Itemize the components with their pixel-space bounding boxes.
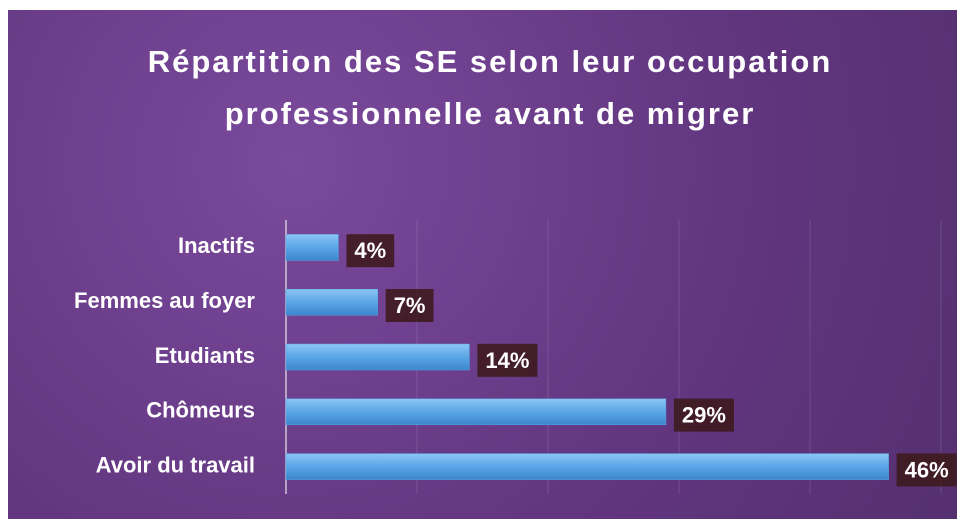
value-label-box: [385, 289, 434, 323]
bar: [285, 234, 339, 261]
value-label: 46%: [905, 457, 949, 482]
value-label: 29%: [682, 403, 726, 428]
bar: [285, 453, 889, 480]
y-tick-label: Avoir du travail: [96, 452, 255, 477]
bar: [285, 343, 470, 371]
value-label-box: [673, 398, 734, 432]
y-tick-label: Etudiants: [155, 343, 255, 368]
value-label-box: [896, 453, 957, 487]
y-tick-label: Femmes au foyer: [74, 288, 255, 313]
value-label: 4%: [354, 238, 386, 263]
value-label: 7%: [394, 293, 426, 318]
value-label-box: [346, 234, 395, 268]
bar: [285, 398, 667, 426]
y-tick-label: Inactifs: [178, 233, 255, 258]
background: [8, 10, 957, 519]
chart-title: Répartition des SE selon leur occupation…: [147, 44, 833, 131]
y-tick-label: Chômeurs: [146, 398, 255, 423]
value-label-box: [477, 343, 538, 377]
bar: [285, 288, 378, 316]
value-label: 14%: [485, 348, 529, 373]
